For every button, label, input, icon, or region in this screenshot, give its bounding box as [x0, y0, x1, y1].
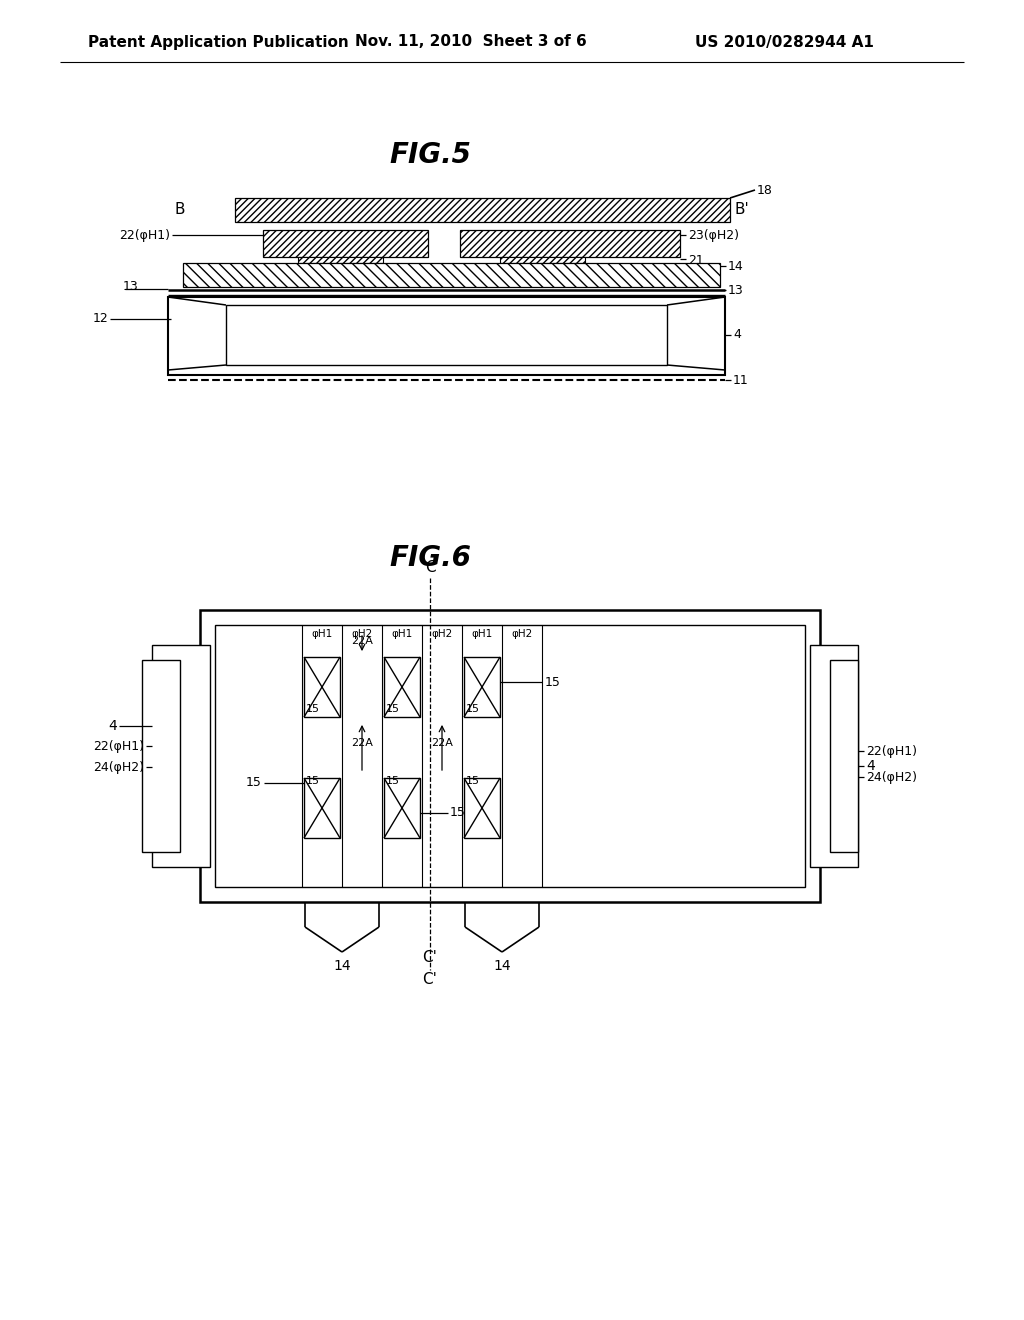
Text: 18: 18	[757, 183, 773, 197]
Text: 23(φH2): 23(φH2)	[688, 228, 739, 242]
Text: 15: 15	[450, 807, 466, 820]
Text: φH1: φH1	[311, 630, 333, 639]
Text: 15: 15	[246, 776, 262, 789]
Text: 21: 21	[688, 253, 703, 267]
Bar	[168, 297, 725, 375]
Text: 22(φH1): 22(φH1)	[866, 744, 918, 758]
Text: 22(φH1): 22(φH1)	[119, 228, 170, 242]
Text: C': C'	[423, 973, 437, 987]
Text: FIG.5: FIG.5	[389, 141, 471, 169]
Bar	[152, 645, 210, 867]
Text: 13: 13	[728, 284, 743, 297]
Text: φH2: φH2	[351, 630, 373, 639]
Text: 14: 14	[728, 260, 743, 272]
Bar	[234, 198, 730, 222]
Bar	[304, 777, 340, 838]
Text: B: B	[175, 202, 185, 218]
Text: 14: 14	[333, 960, 351, 973]
Text: 4: 4	[733, 329, 741, 342]
Text: 24(φH2): 24(φH2)	[866, 771, 918, 784]
Bar	[384, 657, 420, 717]
Text: 22(φH1): 22(φH1)	[93, 741, 144, 752]
Bar	[304, 657, 340, 717]
Bar	[464, 777, 500, 838]
Bar	[298, 257, 383, 263]
Bar	[183, 263, 720, 286]
Text: φH2: φH2	[511, 630, 532, 639]
Text: 15: 15	[545, 676, 561, 689]
Text: 22A: 22A	[351, 738, 373, 747]
Text: 15: 15	[386, 776, 400, 785]
Bar	[142, 660, 180, 851]
Bar	[460, 230, 680, 257]
Text: FIG.6: FIG.6	[389, 544, 471, 572]
Text: 24(φH2): 24(φH2)	[93, 760, 144, 774]
Bar	[200, 610, 820, 902]
Text: 13: 13	[123, 280, 138, 293]
Text: 15: 15	[466, 776, 480, 785]
Text: 4: 4	[866, 759, 874, 774]
Text: 15: 15	[386, 704, 400, 714]
Text: 15: 15	[306, 776, 319, 785]
Text: C: C	[425, 561, 435, 576]
Text: 22A: 22A	[351, 636, 373, 645]
Bar	[464, 657, 500, 717]
Bar	[226, 305, 667, 366]
Text: 15: 15	[306, 704, 319, 714]
Text: 14: 14	[494, 960, 511, 973]
Text: φH1: φH1	[471, 630, 493, 639]
Text: Nov. 11, 2010  Sheet 3 of 6: Nov. 11, 2010 Sheet 3 of 6	[355, 34, 587, 49]
Bar	[830, 660, 858, 851]
Bar	[215, 624, 805, 887]
Bar	[263, 230, 428, 257]
Bar	[810, 645, 858, 867]
Text: φH2: φH2	[431, 630, 453, 639]
Text: 12: 12	[92, 313, 108, 326]
Text: 11: 11	[733, 374, 749, 387]
Text: US 2010/0282944 A1: US 2010/0282944 A1	[695, 34, 873, 49]
Text: C': C'	[423, 949, 437, 965]
Text: 15: 15	[466, 704, 480, 714]
Text: B': B'	[735, 202, 750, 218]
Text: φH1: φH1	[391, 630, 413, 639]
Bar	[500, 257, 585, 263]
Text: 4: 4	[109, 719, 117, 733]
Text: 22A: 22A	[431, 738, 453, 747]
Bar	[384, 777, 420, 838]
Text: Patent Application Publication: Patent Application Publication	[88, 34, 349, 49]
